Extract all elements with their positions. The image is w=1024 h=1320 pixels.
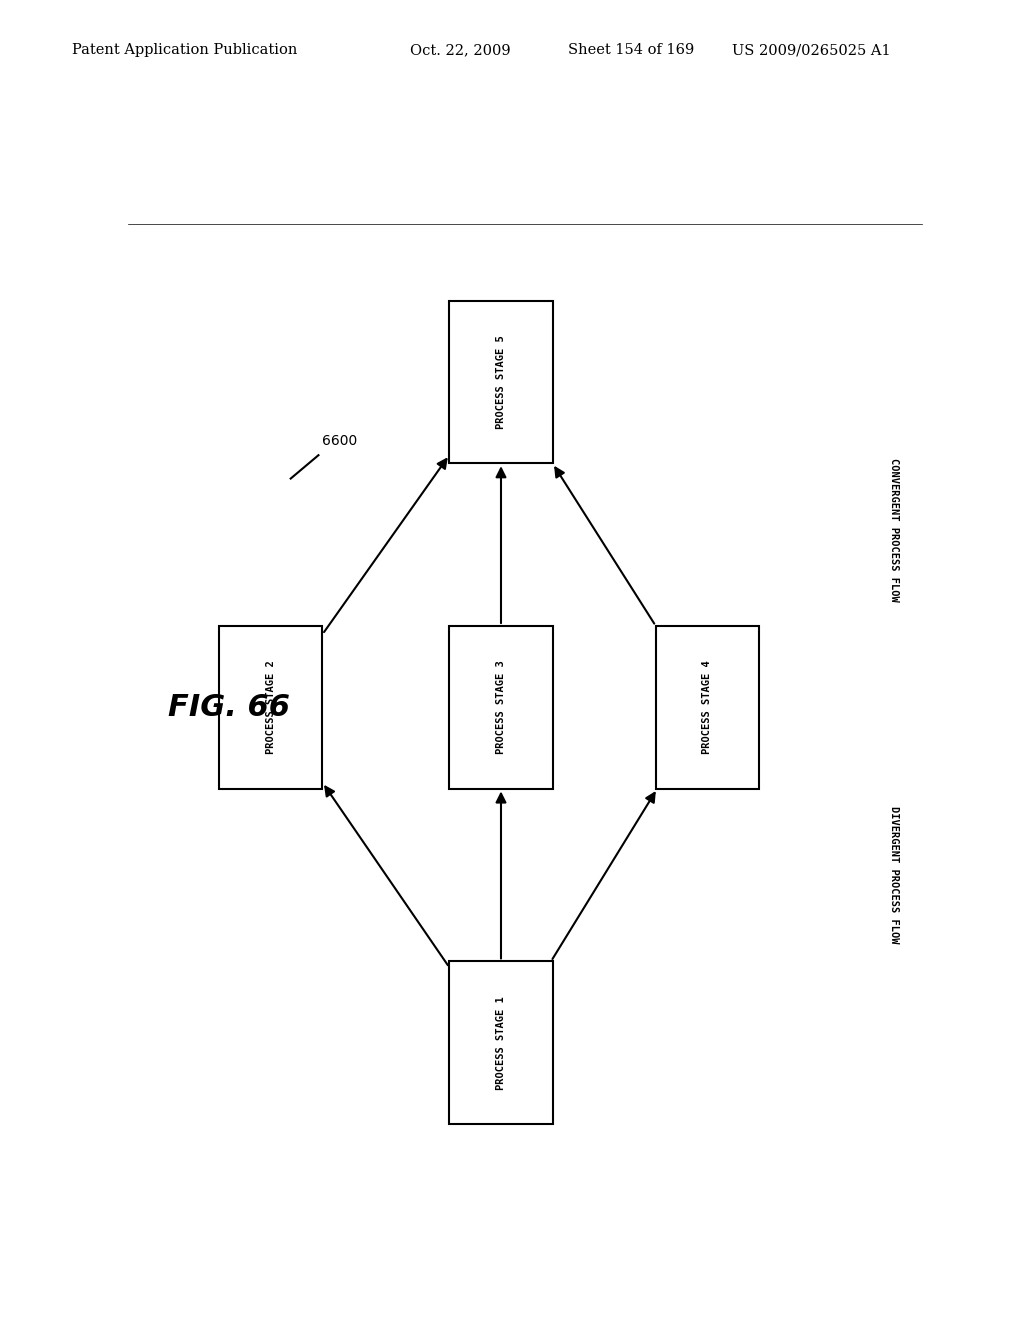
FancyBboxPatch shape	[450, 626, 553, 788]
Text: PROCESS STAGE 2: PROCESS STAGE 2	[266, 660, 275, 754]
Text: PROCESS STAGE 5: PROCESS STAGE 5	[496, 335, 506, 429]
Text: 6600: 6600	[323, 434, 357, 447]
Text: CONVERGENT PROCESS FLOW: CONVERGENT PROCESS FLOW	[889, 458, 899, 602]
Text: Patent Application Publication: Patent Application Publication	[72, 44, 297, 57]
Text: Oct. 22, 2009: Oct. 22, 2009	[410, 44, 510, 57]
Text: DIVERGENT PROCESS FLOW: DIVERGENT PROCESS FLOW	[889, 807, 899, 944]
FancyBboxPatch shape	[655, 626, 759, 788]
FancyBboxPatch shape	[219, 626, 323, 788]
FancyBboxPatch shape	[450, 301, 553, 463]
Text: US 2009/0265025 A1: US 2009/0265025 A1	[732, 44, 891, 57]
Text: Sheet 154 of 169: Sheet 154 of 169	[568, 44, 694, 57]
Text: PROCESS STAGE 1: PROCESS STAGE 1	[496, 995, 506, 1089]
Text: PROCESS STAGE 4: PROCESS STAGE 4	[702, 660, 713, 754]
Text: PROCESS STAGE 3: PROCESS STAGE 3	[496, 660, 506, 754]
Text: FIG. 66: FIG. 66	[168, 693, 290, 722]
FancyBboxPatch shape	[450, 961, 553, 1125]
